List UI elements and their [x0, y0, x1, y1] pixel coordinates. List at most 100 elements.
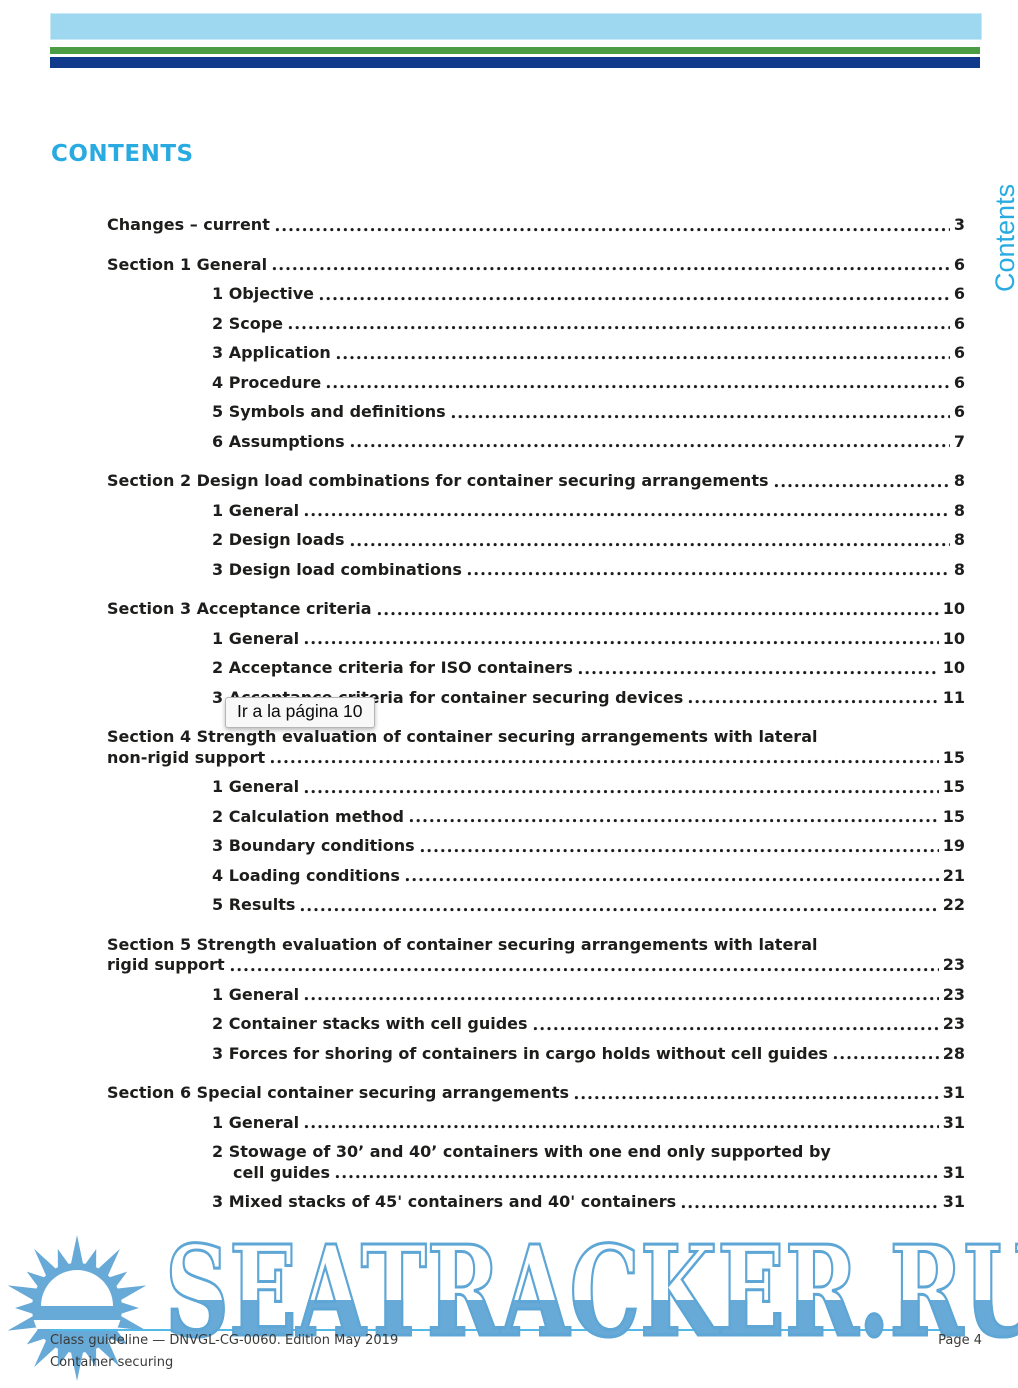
dot-leader: [531, 1025, 939, 1032]
toc-entry[interactable]: 2 Scope 6: [212, 314, 965, 335]
footer-doc-subtitle: Container securing: [50, 1355, 174, 1370]
toc-entry-label: 2 Stowage of 30’ and 40’ containers with…: [212, 1142, 831, 1161]
toc-page-number: 6: [953, 284, 965, 303]
toc-entry[interactable]: 2 Design loads 8: [212, 530, 965, 551]
dot-leader: [348, 443, 950, 449]
side-tab-contents: Contents: [990, 183, 1018, 292]
toc-page-number: 6: [953, 254, 965, 274]
toc-entry[interactable]: 3 Design load combinations 8: [212, 560, 965, 581]
toc-page-number: 3: [953, 215, 965, 234]
footer-doc-id: Class guideline — DNVGL-CG-0060. Edition…: [50, 1333, 399, 1348]
toc-page-number: 23: [942, 1014, 965, 1033]
dot-leader: [687, 699, 939, 705]
toc-entry[interactable]: 4 Procedure 6: [212, 373, 965, 394]
footer-line1: Class guideline — DNVGL-CG-0060. Edition…: [50, 1333, 982, 1348]
dot-leader: [303, 1124, 939, 1130]
toc-page-number: 8: [953, 530, 965, 549]
dot-leader: [772, 482, 950, 489]
dot-leader: [449, 413, 950, 420]
header-bar-navy: [50, 57, 980, 68]
toc-page-number: 10: [942, 628, 965, 648]
toc-entry-label: 3 Mixed stacks of 45' containers and 40'…: [212, 1192, 677, 1211]
toc-entry[interactable]: 1 General 10: [212, 629, 965, 650]
toc-entry[interactable]: Section 1 General 6: [107, 255, 965, 276]
dot-leader: [348, 541, 950, 548]
toc-page-number: 6: [953, 313, 965, 333]
dot-leader: [465, 571, 950, 577]
toc-entry-label: 2 Acceptance criteria for ISO containers: [212, 658, 573, 677]
toc-page-number: 31: [942, 1112, 965, 1132]
toc-page-number: 8: [953, 471, 965, 490]
toc-entry-label: Section 5 Strength evaluation of contain…: [107, 934, 818, 954]
watermark-text: SEATRACKER.RU: [164, 1219, 1018, 1365]
toc-entry[interactable]: 1 General 8: [212, 501, 965, 522]
toc-entry-label: 2 Design loads: [212, 530, 345, 549]
toc-entry[interactable]: 1 General 23: [212, 985, 965, 1006]
toc-list: Changes – current 3 Section 1 General 6 1 Ob…: [107, 215, 965, 1222]
toc-entry-label: 1 General: [212, 500, 300, 520]
toc-entry[interactable]: Section 2 Design load combinations for c…: [107, 471, 965, 492]
toc-entry-label: Section 1 General: [107, 254, 268, 274]
toc-entry[interactable]: 5 Results 22: [212, 895, 965, 916]
toc-entry-label: non-rigid support: [107, 747, 266, 767]
dot-leader: [273, 226, 950, 233]
toc-entry[interactable]: 1 General 31: [212, 1113, 965, 1134]
toc-entry[interactable]: Section 3 Acceptance criteria 10: [107, 599, 965, 620]
dot-leader: [680, 1203, 939, 1210]
toc-entry-label: 3 Forces for shoring of containers in ca…: [212, 1043, 828, 1063]
dot-leader: [271, 266, 950, 272]
toc-page-number: 8: [953, 500, 965, 520]
toc-entry[interactable]: Section 5 Strength evaluation of contain…: [107, 935, 965, 976]
toc-entry[interactable]: 4 Loading conditions 21: [212, 866, 965, 887]
toc-entry-label: Section 6 Special container securing arr…: [107, 1083, 569, 1102]
toc-page-number: 10: [942, 658, 965, 677]
toc-entry-label: cell guides: [233, 1162, 331, 1182]
toc-entry-label: 2 Calculation method: [212, 806, 404, 826]
dot-leader: [403, 877, 939, 883]
toc-entry-label: 1 General: [212, 628, 300, 648]
toc-entry[interactable]: Changes – current 3: [107, 215, 965, 236]
toc-entry[interactable]: 1 General 15: [212, 777, 965, 798]
toc-page-number: 6: [953, 402, 965, 421]
toc-entry[interactable]: 2 Container stacks with cell guides 23: [212, 1014, 965, 1035]
toc-page-number: 10: [942, 599, 965, 618]
dot-leader: [318, 295, 950, 302]
dot-leader: [325, 384, 950, 390]
toc-page-number: 15: [942, 747, 965, 767]
toc-entry[interactable]: Section 4 Strength evaluation of contain…: [107, 727, 965, 768]
toc-entry-label: 4 Loading conditions: [212, 865, 400, 885]
toc-entry[interactable]: 2 Acceptance criteria for ISO containers…: [212, 658, 965, 679]
toc-entry[interactable]: Section 6 Special container securing arr…: [107, 1083, 965, 1104]
header-bar-lightblue: [50, 13, 982, 40]
toc-entry-label: 1 Objective: [212, 284, 314, 303]
toc-entry-label: 4 Procedure: [212, 372, 322, 392]
toc-page-number: 11: [942, 687, 965, 707]
dot-leader: [573, 1094, 939, 1101]
toc-entry-label: 1 General: [212, 1112, 300, 1132]
toc-entry[interactable]: 2 Calculation method 15: [212, 807, 965, 828]
toc-entry[interactable]: 3 Mixed stacks of 45' containers and 40'…: [212, 1192, 965, 1213]
dot-leader: [407, 818, 939, 824]
toc-entry[interactable]: 3 Application 6: [212, 343, 965, 364]
toc-page-number: 19: [942, 836, 965, 855]
toc-entry-label: 5 Symbols and definitions: [212, 402, 446, 421]
toc-entry-label: 2 Container stacks with cell guides: [212, 1014, 528, 1033]
toc-entry[interactable]: 3 Forces for shoring of containers in ca…: [212, 1044, 965, 1065]
dot-leader: [831, 1055, 939, 1061]
toc-entry[interactable]: 6 Assumptions 7: [212, 432, 965, 453]
toc-page-number: 15: [942, 777, 965, 796]
toc-page-number: 8: [953, 559, 965, 579]
goto-page-tooltip: Ir a la página 10: [225, 697, 375, 728]
dot-leader: [334, 354, 950, 361]
toc-entry[interactable]: 5 Symbols and definitions 6: [212, 402, 965, 423]
toc-entry-label: 3 Boundary conditions: [212, 836, 415, 855]
toc-entry[interactable]: 1 Objective 6: [212, 284, 965, 305]
toc-page-number: 31: [942, 1162, 965, 1182]
dot-leader: [228, 966, 939, 973]
toc-entry[interactable]: 2 Stowage of 30’ and 40’ containers with…: [212, 1142, 965, 1183]
toc-entry[interactable]: 3 Boundary conditions 19: [212, 836, 965, 857]
dot-leader: [576, 669, 939, 676]
toc-entry-label: 1 General: [212, 984, 300, 1004]
dot-leader: [287, 325, 950, 331]
toc-entry-label: Changes – current: [107, 215, 270, 234]
